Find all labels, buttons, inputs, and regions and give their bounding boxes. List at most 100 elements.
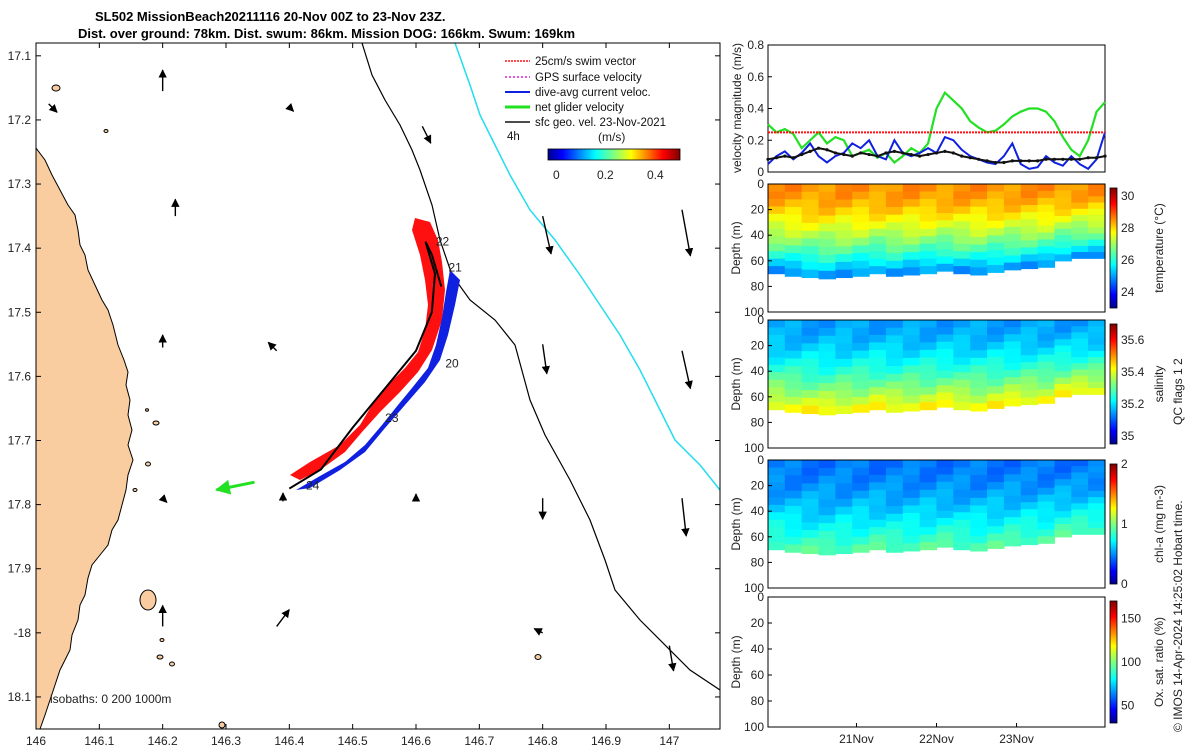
section-cell (1088, 252, 1106, 259)
section-cell (953, 357, 971, 366)
section-cell (902, 520, 921, 529)
section-cell (1054, 498, 1072, 506)
section-cell (1020, 474, 1039, 482)
section-cell (835, 382, 853, 391)
section-cell (885, 498, 904, 507)
section-cell (902, 543, 921, 552)
colorbar-tick-label: 35 (1121, 429, 1135, 443)
section-cell (869, 191, 887, 200)
colorbar-tick-label: 26 (1121, 253, 1135, 267)
section-cell (970, 221, 988, 231)
section-cell (768, 394, 786, 403)
section-cell (835, 483, 853, 492)
velocity-point (977, 157, 981, 161)
section-cell (801, 522, 820, 531)
colorbar-tick-label: 1 (1121, 517, 1128, 531)
section-cell (1088, 245, 1106, 253)
section-cell (987, 504, 1005, 513)
section-cell (1054, 472, 1072, 480)
section-colorbar (1109, 463, 1118, 585)
section-cell (936, 263, 954, 272)
section-cell (835, 530, 853, 539)
section-cell (801, 351, 820, 360)
section-cell (885, 343, 904, 352)
legend-gps: GPS surface velocity (535, 72, 642, 84)
section-cell (936, 525, 954, 534)
section-cell (768, 320, 786, 329)
section-cell (919, 387, 938, 396)
section-cell (1037, 218, 1056, 227)
section-cell (936, 510, 954, 519)
section-cell (784, 475, 803, 484)
section-cell (1020, 247, 1039, 255)
section-cell (1020, 233, 1039, 241)
velocity-ylabel: velocity magnitude (m/s) (730, 43, 744, 173)
section-cell (953, 258, 971, 267)
section-cell (936, 392, 954, 401)
velocity-point (892, 149, 896, 153)
section-cell (936, 191, 954, 200)
section-ytick-label: 80 (751, 279, 765, 293)
section-cell (818, 199, 836, 209)
section-cell (1088, 326, 1106, 333)
section-cell (784, 373, 803, 383)
section-ylabel: Depth (m) (729, 357, 743, 410)
section-cell (801, 514, 820, 523)
section-cell (1037, 204, 1056, 213)
section-cell (1020, 240, 1039, 248)
section-cell (869, 512, 887, 521)
section-cell (1071, 388, 1089, 395)
section-cell (987, 460, 1005, 468)
section-cell (1003, 184, 1022, 192)
section-cell (919, 206, 938, 215)
colorbar-tick-label: 150 (1121, 611, 1141, 625)
section-cell (801, 199, 820, 208)
section-cell (818, 359, 836, 368)
section-cell (1054, 254, 1072, 262)
section-cell (919, 402, 938, 411)
section-cell (869, 258, 887, 267)
island (534, 654, 542, 660)
section-cell (768, 527, 786, 536)
section-cell (768, 221, 786, 230)
section-cell (801, 327, 820, 337)
section-cell (1088, 515, 1106, 523)
section-cell (1054, 377, 1072, 385)
section-cell (953, 372, 971, 381)
section-cell (987, 342, 1005, 351)
section-cell (902, 395, 921, 404)
section-cell (1020, 467, 1039, 475)
section-cell (885, 268, 904, 277)
section-cell (869, 357, 887, 366)
section-cell (885, 529, 904, 538)
section-cell (1003, 212, 1022, 221)
section-cell (852, 483, 870, 492)
copyright-note: © IMOS 14-Apr-2024 14:25:02 Hobart time. (1171, 500, 1185, 732)
section-cell (902, 327, 921, 336)
velocity-point (850, 154, 854, 158)
section-cell (953, 519, 971, 528)
section-cell (987, 257, 1005, 266)
section-cell (902, 244, 921, 253)
section-cell (953, 512, 971, 521)
section-cell (768, 191, 786, 200)
section-cell (852, 404, 870, 413)
section-cell (801, 207, 820, 216)
section-cell (987, 393, 1005, 402)
section-cell (869, 206, 887, 215)
section-cell (987, 356, 1005, 365)
section-cell (784, 268, 803, 277)
section-cell (1020, 530, 1039, 539)
map-ytick-label: 17.6 (8, 369, 32, 383)
geostrophic-vector (276, 608, 290, 627)
section-cell (852, 536, 870, 546)
section-cell (970, 543, 988, 552)
section-cell (784, 498, 803, 507)
section-cell (885, 490, 904, 499)
section-cell (1054, 479, 1072, 487)
section-cell (919, 266, 938, 275)
section-cell (801, 475, 820, 484)
section-cell (1071, 221, 1089, 228)
section-cell (970, 199, 988, 208)
section-cell (818, 207, 836, 217)
